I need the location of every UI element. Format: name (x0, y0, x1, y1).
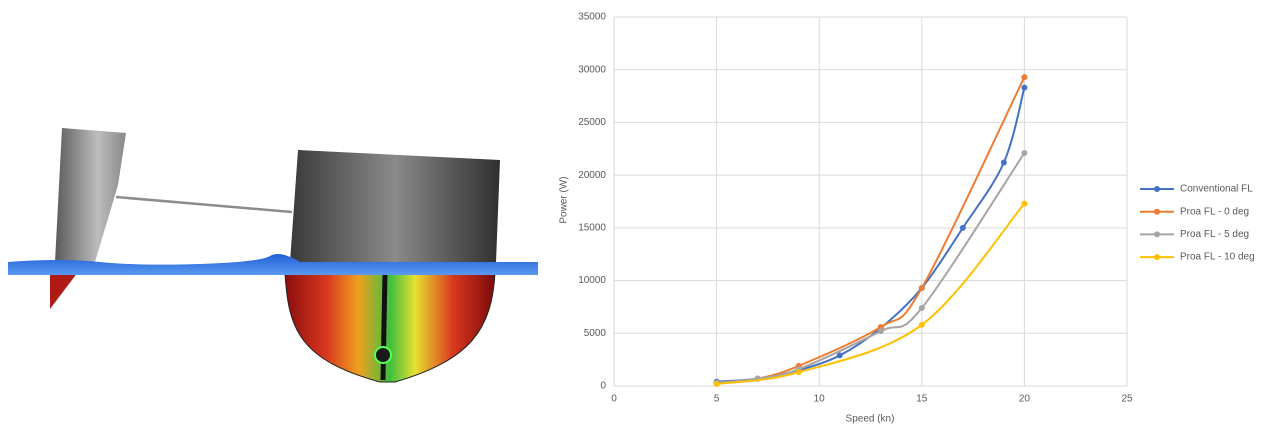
probe (375, 347, 391, 363)
y-tick-label: 0 (600, 381, 606, 392)
data-point (1021, 150, 1027, 156)
x-tick-label: 0 (611, 394, 617, 405)
data-point (919, 322, 925, 328)
x-tick-label: 25 (1121, 394, 1133, 405)
y-tick-label: 30000 (578, 64, 606, 75)
y-tick-label: 15000 (578, 222, 606, 233)
rudder-underwater (50, 272, 78, 309)
data-point (1021, 201, 1027, 207)
x-tick-label: 20 (1019, 394, 1031, 405)
x-tick-label: 5 (714, 394, 720, 405)
series-line (717, 153, 1025, 383)
y-axis-title: Power (W) (559, 176, 570, 223)
data-point (919, 285, 925, 291)
data-point (796, 369, 802, 375)
data-point (960, 225, 966, 231)
x-axis-title: Speed (kn) (846, 414, 895, 425)
legend-label: Proa FL - 10 deg (1180, 252, 1255, 263)
hull-above-water (290, 150, 500, 262)
series-line (717, 88, 1025, 382)
rudder (55, 128, 126, 262)
x-tick-label: 10 (814, 394, 826, 405)
x-tick-label: 15 (916, 394, 928, 405)
legend-label: Proa FL - 5 deg (1180, 229, 1249, 240)
legend-marker (1154, 231, 1160, 237)
data-point (878, 328, 884, 334)
legend-label: Conventional FL (1180, 184, 1253, 195)
beam (116, 197, 292, 212)
data-point (837, 352, 843, 358)
legend-marker (1154, 186, 1160, 192)
y-tick-label: 20000 (578, 170, 606, 181)
page: Speed (kn) Power (W) 0 5000 10000 15000 2000… (0, 0, 1269, 428)
legend-label: Proa FL - 0 deg (1180, 206, 1249, 217)
data-point (919, 305, 925, 311)
y-tick-label: 25000 (578, 117, 606, 128)
hull-render (8, 128, 538, 382)
data-point (714, 381, 720, 387)
series-line (717, 204, 1025, 384)
y-tick-label: 35000 (578, 12, 606, 23)
hull-underwater (285, 272, 495, 382)
legend-marker (1154, 209, 1160, 215)
data-point (1001, 159, 1007, 165)
y-tick-label: 5000 (584, 328, 607, 339)
y-tick-label: 10000 (578, 275, 606, 286)
data-point (1021, 85, 1027, 91)
legend-marker (1154, 254, 1160, 260)
data-point (1021, 74, 1027, 80)
